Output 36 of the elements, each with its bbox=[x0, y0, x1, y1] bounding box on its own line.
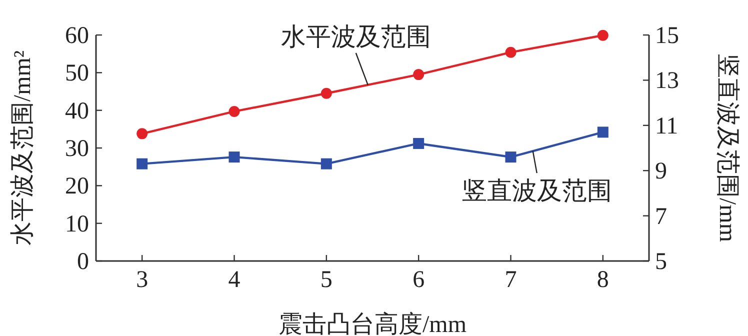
y-tick-label: 20 bbox=[65, 174, 89, 200]
y2-axis-title: 竖直波及范围/mm bbox=[714, 54, 740, 242]
point bbox=[505, 46, 516, 58]
x-tick-label: 6 bbox=[412, 267, 425, 293]
y2-tick-label: 9 bbox=[655, 158, 667, 185]
point bbox=[228, 106, 240, 117]
y2-tick-label: 11 bbox=[655, 113, 678, 140]
y-tick-label: 10 bbox=[65, 211, 89, 238]
point bbox=[413, 138, 424, 149]
point bbox=[136, 128, 148, 140]
x-tick-label: 8 bbox=[596, 267, 609, 293]
point bbox=[320, 88, 332, 99]
y2-tick-label: 5 bbox=[655, 249, 667, 275]
point bbox=[505, 152, 516, 163]
y-tick-label: 40 bbox=[65, 98, 89, 124]
x-tick-label: 4 bbox=[228, 267, 240, 293]
y2-tick-label: 13 bbox=[655, 68, 679, 94]
y-tick-label: 30 bbox=[65, 136, 89, 162]
y-tick-label: 50 bbox=[65, 60, 89, 87]
x-tick-label: 7 bbox=[504, 267, 517, 293]
point bbox=[597, 126, 608, 138]
point bbox=[228, 152, 240, 163]
y2-tick-label: 7 bbox=[655, 204, 667, 230]
point bbox=[136, 158, 148, 170]
point bbox=[320, 158, 332, 170]
y-tick-label: 60 bbox=[65, 23, 89, 49]
point bbox=[413, 69, 424, 80]
x-tick-label: 3 bbox=[136, 267, 148, 293]
series-label: 竖直波及范围 bbox=[462, 178, 612, 206]
point bbox=[597, 30, 608, 41]
series-label: 水平波及范围 bbox=[280, 24, 431, 52]
y2-tick-label: 15 bbox=[655, 23, 679, 49]
x-tick-label: 5 bbox=[320, 267, 332, 293]
y-tick-label: 0 bbox=[77, 249, 89, 275]
x-axis-title: 震击凸台高度/mm bbox=[278, 311, 467, 336]
y-axis-title: 水平波及范围/mm² bbox=[10, 50, 36, 246]
